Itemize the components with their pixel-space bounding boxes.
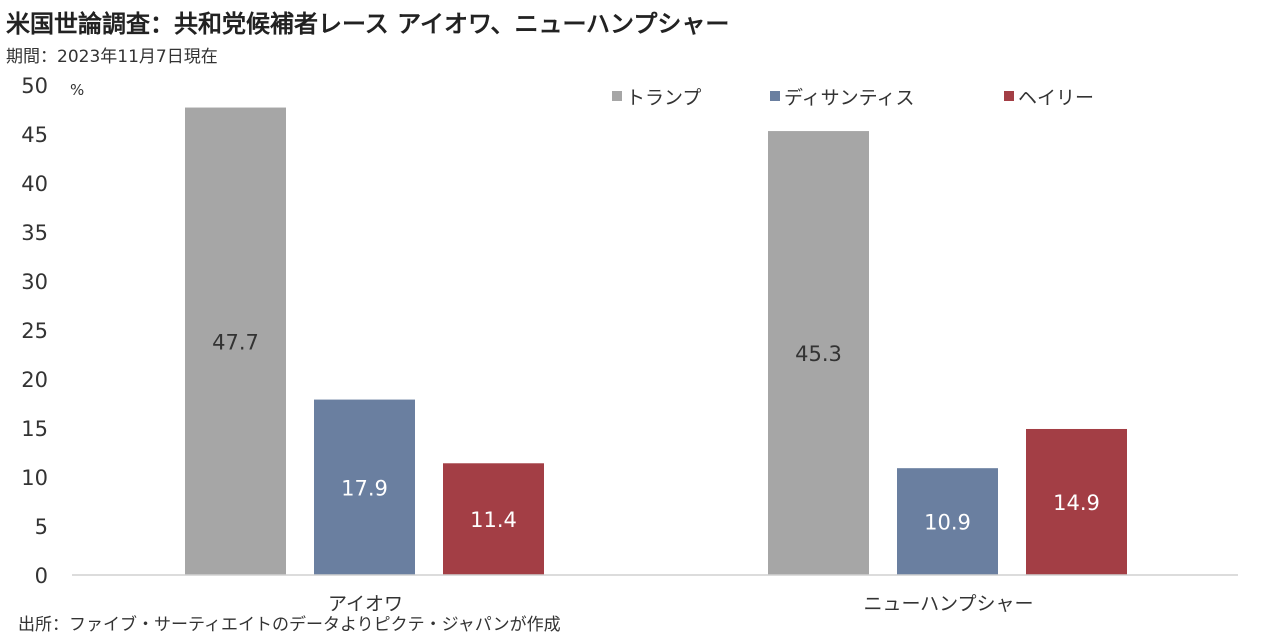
bar: [897, 468, 998, 575]
bar: [768, 131, 869, 575]
bar-data-label: 17.9: [341, 476, 388, 500]
bar: [1026, 428, 1127, 575]
bar-data-label: 45.3: [795, 342, 842, 366]
bar-data-label: 47.7: [212, 330, 259, 354]
y-tick-label: 30: [21, 270, 48, 294]
legend-swatch: [612, 91, 622, 101]
x-category-label: アイオワ: [328, 593, 403, 615]
bar: [185, 107, 286, 575]
x-axis: アイオワ ニューハンプシャー: [72, 574, 1238, 615]
y-tick-label: 10: [21, 466, 48, 490]
source-note: 出所：ファイブ・サーティエイトのデータよりピクテ・ジャパンが作成: [18, 615, 561, 635]
y-tick-label: 35: [21, 221, 48, 245]
y-unit-label: %: [70, 81, 84, 99]
x-category-label: ニューハンプシャー: [863, 593, 1033, 615]
bar-data-label: 14.9: [1053, 491, 1100, 515]
legend-swatch: [770, 91, 780, 101]
y-tick-label: 20: [21, 368, 48, 392]
legend-label: ヘイリー: [1018, 87, 1094, 109]
y-tick-label: 5: [35, 515, 48, 539]
chart-title: 米国世論調査：共和党候補者レース アイオワ、ニューハンプシャー: [6, 10, 730, 38]
chart-subtitle: 期間：2023年11月7日現在: [6, 47, 218, 67]
legend-label: トランプ: [626, 87, 701, 109]
bar-data-label: 11.4: [470, 508, 517, 532]
y-tick-label: 25: [21, 319, 48, 343]
y-tick-label: 0: [35, 564, 48, 588]
legend-label: ディサンティス: [784, 87, 915, 109]
legend-swatch: [1004, 91, 1014, 101]
bars: 47.7 17.9 11.4 45.3 10.9 14.9: [185, 107, 1127, 575]
y-tick-label: 50: [21, 74, 48, 98]
y-tick-label: 40: [21, 172, 48, 196]
y-axis: 0 5 10 15 20 25 30 35 40 45 50%: [21, 74, 84, 588]
y-tick-label: 45: [21, 123, 48, 147]
y-tick-label: 15: [21, 417, 48, 441]
legend: トランプ ディサンティス ヘイリー: [612, 87, 1094, 109]
bar-data-label: 10.9: [924, 511, 971, 535]
bar: [443, 463, 544, 575]
bar: [314, 399, 415, 575]
